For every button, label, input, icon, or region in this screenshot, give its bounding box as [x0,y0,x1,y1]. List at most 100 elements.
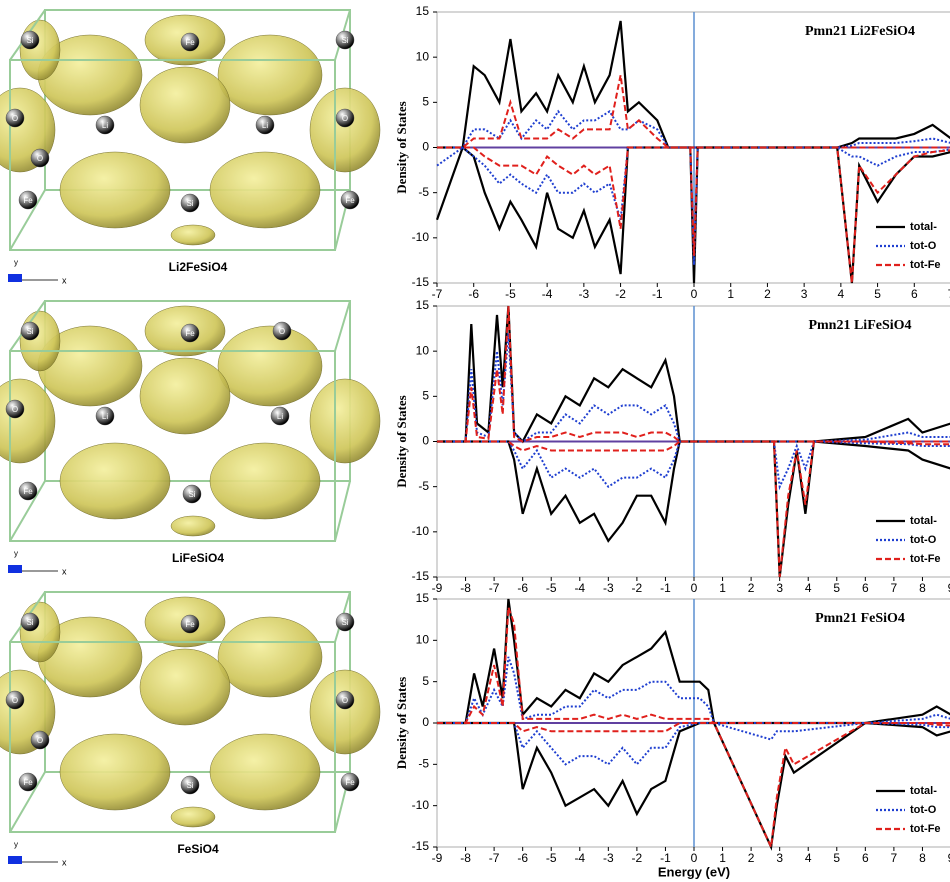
x-tick-label: -6 [517,581,528,595]
atom-label: Si [26,618,33,627]
y-tick-label: 10 [416,343,430,357]
axis-icon [8,565,22,573]
dos-line [437,722,950,851]
y-tick-label: -10 [412,230,430,244]
x-tick-label: -6 [517,851,528,865]
atom [95,406,115,426]
x-axis-label: Energy (eV) [658,864,730,879]
atom-label: Fe [23,196,33,205]
atom-label: Fe [185,620,195,629]
legend-label: tot-O [910,240,937,252]
atom [18,190,38,210]
isosurface [59,442,171,520]
atom [340,772,360,792]
x-tick-label: -7 [489,851,500,865]
isosurface [209,151,321,229]
atom-label: Li [102,121,108,130]
x-tick-label: 2 [748,581,755,595]
dos-line [437,305,950,443]
atom-label: Si [188,490,195,499]
isosurface [309,378,381,464]
cell-edge [9,480,46,542]
legend-label: tot-Fe [910,553,941,565]
x-tick-label: 5 [833,581,840,595]
x-tick-label: -2 [632,851,643,865]
y-tick-label: -15 [412,839,430,853]
isosurface [139,66,231,144]
atom [30,730,50,750]
legend-label: total- [910,515,937,527]
axis-label: x [62,566,67,576]
isosurface [19,310,61,372]
legend-label: tot-O [910,804,937,816]
x-tick-label: 1 [727,287,734,301]
axis-label: y [14,258,18,267]
dos-chart: -15-10-5051015-7-6-5-4-3-2-101234567Pmn2… [394,4,950,301]
y-tick-label: -15 [412,275,430,289]
cell-front [9,59,336,251]
atom [180,775,200,795]
atom [30,148,50,168]
x-tick-label: -1 [652,287,663,301]
atom [335,690,355,710]
dos-line [437,606,950,724]
atom [340,190,360,210]
x-tick-label: 6 [911,287,918,301]
cell-front [9,641,336,833]
y-tick-label: 5 [422,389,429,403]
isosurface [170,806,216,828]
cell-edge [334,480,351,542]
atom [180,32,200,52]
y-axis-label: Density of States [394,101,409,193]
x-tick-label: -8 [460,581,471,595]
y-tick-label: -15 [412,569,430,583]
axis-icon [8,856,22,864]
y-tick-label: 0 [422,715,429,729]
x-tick-label: 4 [838,287,845,301]
atom-label: Li [262,121,268,130]
x-tick-label: -9 [432,581,443,595]
x-tick-label: 9 [948,851,950,865]
axis-label: x [62,857,67,867]
y-axis-label: Density of States [394,677,409,769]
y-tick-label: 0 [422,140,429,154]
isosurface [59,733,171,811]
x-tick-label: 5 [833,851,840,865]
formula-label: FeSiO4 [177,842,219,856]
x-tick-label: -1 [660,581,671,595]
atom [5,690,25,710]
atom [20,612,40,632]
cell-edge [334,300,351,352]
atom-label: O [279,327,285,336]
x-tick-label: 0 [691,851,698,865]
isosurface [59,151,171,229]
x-tick-label: -3 [603,851,614,865]
axis-icon [8,274,22,282]
x-tick-label: -2 [615,287,626,301]
chart-title: Pmn21 Li2FeSiO4 [805,24,915,39]
atom-label: Fe [345,778,355,787]
y-tick-label: -10 [412,524,430,538]
atom-label: Fe [23,487,33,496]
cell-front [9,350,336,542]
axis-label: x [62,275,67,285]
x-tick-label: 3 [801,287,808,301]
atom [182,484,202,504]
x-tick-label: 1 [719,851,726,865]
x-tick-label: 4 [805,851,812,865]
atom [335,108,355,128]
x-tick-label: 8 [919,581,926,595]
dos-line [437,440,950,491]
x-tick-label: 1 [719,581,726,595]
x-tick-label: 6 [862,851,869,865]
atom-label: Si [341,36,348,45]
legend-label: total- [910,221,937,233]
x-tick-label: -7 [489,581,500,595]
atom-label: Li [277,412,283,421]
x-tick-label: 3 [776,581,783,595]
y-tick-label: 10 [416,49,430,63]
legend-label: tot-O [910,534,937,546]
atom [18,772,38,792]
